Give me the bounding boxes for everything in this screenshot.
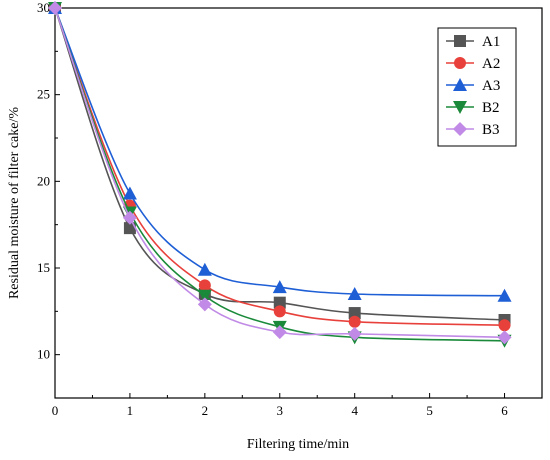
x-tick-label: 5 (426, 403, 433, 418)
data-point-b2 (197, 289, 212, 303)
legend-item-a2: A2 (446, 56, 500, 72)
legend-item-b2: B2 (446, 100, 500, 116)
y-axis-label: Residual moisture of filter cake/% (7, 107, 22, 299)
x-axis-label: Filtering time/min (247, 437, 349, 452)
y-tick-label: 10 (37, 347, 50, 362)
series-b3 (48, 1, 512, 345)
data-point-b3 (197, 297, 212, 312)
y-tick-label: 30 (37, 0, 50, 15)
x-tick-label: 0 (52, 403, 59, 418)
y-tick-label: 15 (37, 260, 50, 275)
legend-label: B3 (482, 122, 500, 138)
data-point-a1 (348, 307, 361, 320)
legend: A1 A2 A3 B2 B3 (437, 27, 517, 147)
x-tick-label: 3 (277, 403, 284, 418)
y-tick-label: 25 (37, 87, 50, 102)
x-tick-label: 4 (351, 403, 358, 418)
x-tick-label: 6 (501, 403, 508, 418)
legend-marker (454, 35, 466, 47)
data-point-a3 (197, 262, 212, 276)
series-line-b3 (54, 7, 505, 339)
data-point-b3 (272, 325, 287, 340)
legend-item-a1: A1 (446, 34, 500, 50)
x-tick-label: 2 (202, 403, 209, 418)
legend-label: B2 (482, 100, 500, 116)
data-point-a3 (272, 280, 287, 294)
legend-marker (453, 78, 467, 91)
x-tick-label: 1 (127, 403, 134, 418)
data-point-a3 (347, 287, 362, 300)
series-line-b2 (54, 7, 505, 342)
data-point-b3 (497, 330, 512, 345)
legend-label: A1 (482, 34, 500, 50)
series-line-a1 (54, 7, 505, 321)
legend-item-b3: B3 (446, 122, 500, 138)
data-point-b3 (347, 326, 362, 341)
y-tick-label: 20 (37, 173, 50, 188)
data-point-a2 (273, 305, 286, 318)
data-point-a2 (348, 315, 361, 328)
data-point-b3 (48, 1, 62, 15)
legend-label: A2 (482, 56, 500, 72)
data-point-a1 (273, 296, 286, 309)
data-point-a2 (498, 319, 511, 332)
x-axis-ticks: 0 1 2 3 4 5 6 (52, 393, 508, 418)
legend-label: A3 (482, 78, 500, 94)
series-layer (48, 1, 512, 348)
legend-marker (453, 122, 467, 136)
y-axis-ticks: 10 15 20 25 30 (37, 0, 60, 399)
data-point-a2 (198, 279, 211, 292)
legend-item-a3: A3 (446, 78, 500, 94)
series-line-a3 (54, 7, 505, 297)
plot-frame (54, 7, 543, 399)
legend-marker (453, 101, 467, 114)
data-point-a3 (122, 186, 137, 200)
data-point-b3 (122, 210, 137, 225)
series-line-a2 (54, 7, 505, 326)
data-point-a3 (497, 288, 512, 302)
legend-marker (454, 57, 466, 69)
legend-box (437, 27, 517, 147)
